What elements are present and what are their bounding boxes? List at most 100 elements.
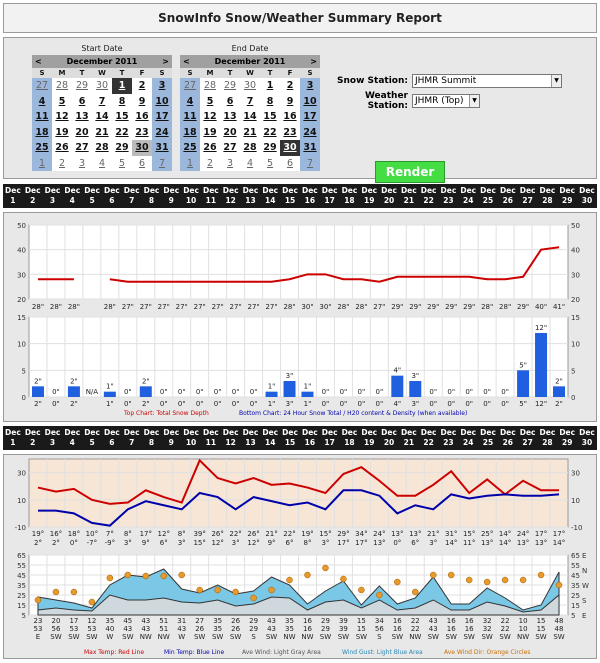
calendar-day[interactable]: 7: [152, 155, 172, 171]
calendar-day[interactable]: 13: [72, 109, 92, 125]
calendar-day[interactable]: 21: [92, 124, 112, 140]
calendar-day[interactable]: 3: [152, 78, 172, 94]
calendar-day[interactable]: 16: [132, 109, 152, 125]
calendar-day[interactable]: 14: [240, 109, 260, 125]
calendar-day[interactable]: 26: [52, 140, 72, 156]
calendar-day[interactable]: 24: [300, 124, 320, 140]
calendar-day[interactable]: 4: [92, 155, 112, 171]
weekday-header: S: [300, 68, 320, 78]
calendar-day[interactable]: 16: [280, 109, 300, 125]
snowfall-label: 2": [555, 377, 563, 385]
calendar-day[interactable]: 19: [200, 124, 220, 140]
dir-label: S: [251, 633, 256, 641]
calendar-day[interactable]: 3: [72, 155, 92, 171]
calendar-day[interactable]: 8: [260, 93, 280, 109]
calendar-day[interactable]: 21: [240, 124, 260, 140]
calendar-day[interactable]: 9: [132, 93, 152, 109]
date-cell: Dec 10: [181, 184, 201, 208]
calendar-day[interactable]: 8: [112, 93, 132, 109]
calendar-day[interactable]: 17: [300, 109, 320, 125]
calendar-day[interactable]: 19: [52, 124, 72, 140]
calendar-day[interactable]: 9: [280, 93, 300, 109]
calendar-day[interactable]: 18: [32, 124, 52, 140]
calendar-day[interactable]: 15: [112, 109, 132, 125]
calendar-day[interactable]: 12: [200, 109, 220, 125]
calendar-day[interactable]: 29: [112, 140, 132, 156]
weekday-header: S: [152, 68, 172, 78]
calendar-day[interactable]: 5: [112, 155, 132, 171]
calendar-day[interactable]: 27: [72, 140, 92, 156]
calendar-day[interactable]: 25: [180, 140, 200, 156]
calendar-day[interactable]: 12: [52, 109, 72, 125]
weather-station-select[interactable]: JHMR (Top) ▼: [412, 94, 480, 108]
calendar-day[interactable]: 23: [280, 124, 300, 140]
next-month-link[interactable]: >: [162, 57, 169, 66]
calendar-day[interactable]: 6: [72, 93, 92, 109]
calendar-day[interactable]: 27: [180, 78, 200, 94]
calendar-day[interactable]: 20: [72, 124, 92, 140]
calendar-day[interactable]: 7: [300, 155, 320, 171]
prev-month-link[interactable]: <: [183, 57, 190, 66]
calendar-day[interactable]: 28: [92, 140, 112, 156]
depth-label: 27": [122, 303, 134, 311]
snow-station-select[interactable]: JHMR Summit ▼: [412, 74, 562, 88]
render-button[interactable]: Render: [375, 161, 445, 183]
calendar-day[interactable]: 3: [300, 78, 320, 94]
calendar-day[interactable]: 28: [200, 78, 220, 94]
calendar-day[interactable]: 24: [152, 124, 172, 140]
calendar-day[interactable]: 17: [152, 109, 172, 125]
calendar-day[interactable]: 22: [112, 124, 132, 140]
calendar-day[interactable]: 6: [220, 93, 240, 109]
calendar-day[interactable]: 11: [32, 109, 52, 125]
calendar-day[interactable]: 23: [132, 124, 152, 140]
calendar-day[interactable]: 4: [240, 155, 260, 171]
calendar-day[interactable]: 1: [32, 155, 52, 171]
calendar-day[interactable]: 13: [220, 109, 240, 125]
calendar-day[interactable]: 2: [132, 78, 152, 94]
next-month-link[interactable]: >: [310, 57, 317, 66]
calendar-day[interactable]: 6: [280, 155, 300, 171]
calendar-day[interactable]: 27: [32, 78, 52, 94]
calendar-day[interactable]: 18: [180, 124, 200, 140]
calendar-day[interactable]: 22: [260, 124, 280, 140]
calendar-day[interactable]: 27: [220, 140, 240, 156]
calendar-day[interactable]: 5: [52, 93, 72, 109]
calendar-day[interactable]: 5: [200, 93, 220, 109]
ave-wind-label: 40: [105, 625, 114, 633]
calendar-day[interactable]: 25: [32, 140, 52, 156]
calendar-day[interactable]: 1: [260, 78, 280, 94]
calendar-day[interactable]: 6: [132, 155, 152, 171]
snowfall-bar: [283, 381, 296, 397]
calendar-day[interactable]: 30: [132, 140, 152, 156]
calendar-day[interactable]: 2: [280, 78, 300, 94]
calendar-day[interactable]: 14: [92, 109, 112, 125]
calendar-day[interactable]: 3: [220, 155, 240, 171]
calendar-day[interactable]: 31: [152, 140, 172, 156]
calendar-day[interactable]: 30: [240, 78, 260, 94]
calendar-day[interactable]: 2: [200, 155, 220, 171]
calendar-day[interactable]: 1: [112, 78, 132, 94]
calendar-day[interactable]: 29: [72, 78, 92, 94]
prev-month-link[interactable]: <: [35, 57, 42, 66]
calendar-day[interactable]: 15: [260, 109, 280, 125]
calendar-day[interactable]: 20: [220, 124, 240, 140]
calendar-day[interactable]: 30: [92, 78, 112, 94]
calendar-day[interactable]: 7: [240, 93, 260, 109]
calendar-day[interactable]: 4: [180, 93, 200, 109]
calendar-day[interactable]: 29: [220, 78, 240, 94]
calendar-day[interactable]: 28: [240, 140, 260, 156]
calendar-day[interactable]: 11: [180, 109, 200, 125]
calendar-day[interactable]: 31: [300, 140, 320, 156]
calendar-day[interactable]: 26: [200, 140, 220, 156]
calendar-day[interactable]: 10: [152, 93, 172, 109]
calendar-day[interactable]: 28: [52, 78, 72, 94]
calendar-day[interactable]: 1: [180, 155, 200, 171]
dir-label: SW: [499, 633, 510, 641]
calendar-day[interactable]: 5: [260, 155, 280, 171]
calendar-day[interactable]: 29: [260, 140, 280, 156]
calendar-day[interactable]: 2: [52, 155, 72, 171]
calendar-day[interactable]: 30: [280, 140, 300, 156]
calendar-day[interactable]: 4: [32, 93, 52, 109]
calendar-day[interactable]: 10: [300, 93, 320, 109]
calendar-day[interactable]: 7: [92, 93, 112, 109]
